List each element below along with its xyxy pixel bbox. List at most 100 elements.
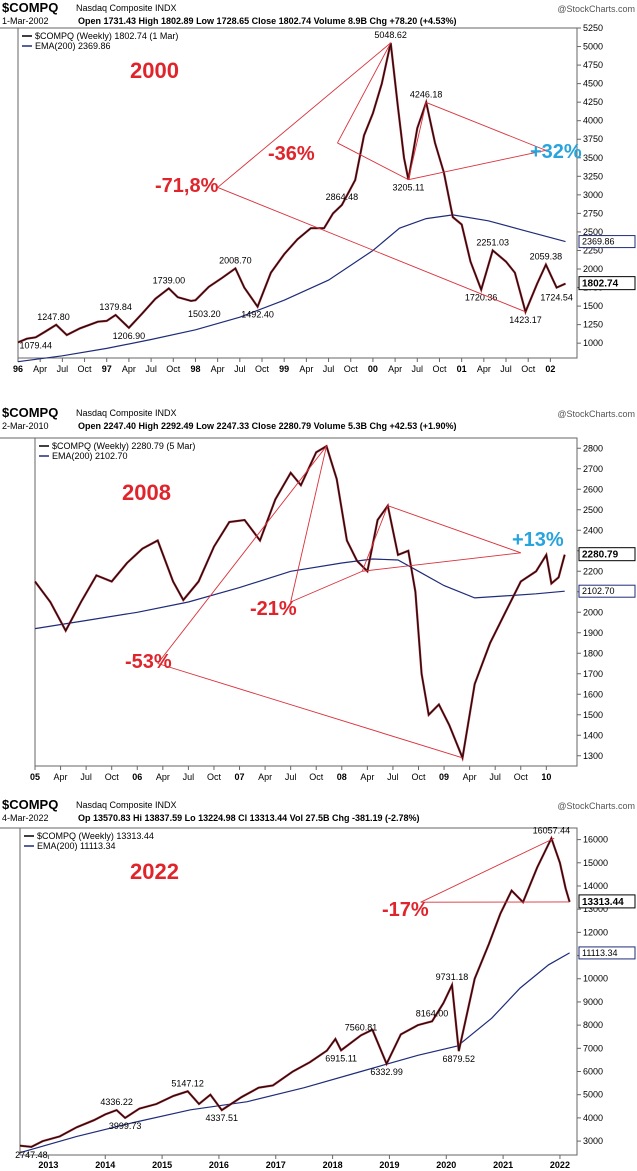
x-tick-label: Jul [412, 364, 424, 374]
chart-ohlc: Op 13570.83 Hi 13837.59 Lo 13224.98 Cl 1… [78, 813, 420, 823]
chart-legend: $COMPQ (Weekly) 1802.74 (1 Mar)EMA(200) … [22, 31, 178, 51]
percent-change-annotation: +13% [512, 529, 564, 551]
x-tick-label: 2017 [266, 1160, 286, 1170]
price-point-label: 2864.48 [326, 192, 359, 202]
y-tick-label: 13000 [583, 904, 608, 914]
x-tick-label: Jul [489, 772, 501, 782]
chart-watermark: @StockCharts.com [557, 409, 635, 419]
trend-annotation-line [361, 505, 389, 572]
last-price-tag-box [578, 547, 636, 562]
era-label: 2022 [130, 859, 179, 884]
chart-watermark: @StockCharts.com [557, 801, 635, 811]
y-tick-label: 2750 [583, 208, 603, 218]
trend-annotation-line [362, 552, 521, 572]
price-point-label: 4246.18 [410, 89, 443, 99]
y-tick-label: 6000 [583, 1067, 603, 1077]
x-tick-label: 09 [439, 772, 449, 782]
y-tick-label: 2800 [583, 443, 603, 453]
x-tick-label: Jul [183, 772, 195, 782]
ema-value-tag-box [578, 235, 636, 249]
ema-value-tag-box [578, 584, 636, 598]
x-tick-label: 98 [190, 364, 200, 374]
price-point-label: 1503.20 [188, 309, 221, 319]
trend-annotation-line [157, 445, 327, 664]
era-label: 2008 [122, 480, 171, 505]
x-tick-label: 2021 [493, 1160, 513, 1170]
price-point-label: 1720.36 [465, 293, 498, 303]
x-tick-label: 96 [13, 364, 23, 374]
y-tick-label: 2400 [583, 525, 603, 535]
chart-watermark: @StockCharts.com [557, 4, 635, 14]
price-point-label: 9731.18 [436, 972, 469, 982]
price-point-label: 3999.73 [109, 1121, 142, 1131]
price-point-label: 6879.52 [443, 1054, 476, 1064]
x-tick-label: 2019 [379, 1160, 399, 1170]
y-tick-label: 8000 [583, 1020, 603, 1030]
y-tick-label: 1250 [583, 320, 603, 330]
price-point-label: 3205.11 [392, 183, 424, 193]
x-tick-label: 2015 [152, 1160, 172, 1170]
y-tick-label: 2200 [583, 566, 603, 576]
y-tick-label: 16000 [583, 835, 608, 845]
x-tick-label: Apr [211, 364, 225, 374]
y-tick-label: 14000 [583, 881, 608, 891]
y-tick-label: 7000 [583, 1043, 603, 1053]
y-tick-label: 4000 [583, 116, 603, 126]
y-tick-label: 3000 [583, 190, 603, 200]
x-tick-label: Apr [360, 772, 374, 782]
last-price-tag: 1802.74 [578, 276, 636, 291]
last-price-tag-box [578, 894, 636, 909]
x-tick-label: 07 [235, 772, 245, 782]
ema-line [17, 214, 566, 363]
x-tick-label: 2014 [95, 1160, 115, 1170]
x-tick-label: 2013 [38, 1160, 58, 1170]
x-tick-label: Jul [145, 364, 157, 374]
trend-annotation-line [337, 42, 392, 144]
ema-line [19, 952, 570, 1154]
y-tick-label: 9000 [583, 997, 603, 1007]
x-tick-label: 05 [30, 772, 40, 782]
x-tick-label: Apr [258, 772, 272, 782]
y-tick-label: 4750 [583, 60, 603, 70]
x-tick-label: 2016 [209, 1160, 229, 1170]
percent-change-annotation: +32% [530, 141, 582, 163]
legend-ema-label: EMA(200) 2369.86 [35, 41, 111, 51]
y-tick-label: 1700 [583, 669, 603, 679]
legend-ema-label: EMA(200) 2102.70 [52, 451, 128, 461]
plot-area [34, 437, 578, 767]
y-tick-label: 1600 [583, 689, 603, 699]
last-price-tag: 13313.44 [578, 894, 636, 909]
price-point-label: 4336.22 [100, 1097, 133, 1107]
price-line [17, 42, 566, 343]
legend-price-label: $COMPQ (Weekly) 1802.74 (1 Mar) [35, 31, 178, 41]
y-tick-label: 1900 [583, 628, 603, 638]
legend-price-label: $COMPQ (Weekly) 2280.79 (5 Mar) [52, 441, 195, 451]
chart-name: Nasdaq Composite INDX [76, 408, 177, 418]
era-label: 2000 [130, 58, 179, 83]
ema-value-tag: 2369.86 [578, 235, 636, 249]
legend-ema-label: EMA(200) 11113.34 [37, 841, 116, 851]
x-tick-label: 02 [545, 364, 555, 374]
y-tick-label: 2000 [583, 264, 603, 274]
chart-symbol: $COMPQ [2, 797, 58, 812]
last-price-tag: 2280.79 [578, 547, 636, 562]
price-point-label: 2059.38 [530, 252, 563, 262]
chart-ohlc: Open 1731.43 High 1802.89 Low 1728.65 Cl… [78, 16, 457, 26]
price-point-label: 2008.70 [219, 255, 252, 265]
x-tick-label: Apr [54, 772, 68, 782]
price-line [19, 836, 571, 1148]
price-point-label: 8164.00 [416, 1008, 449, 1018]
x-tick-label: 06 [132, 772, 142, 782]
trend-annotation-line [407, 102, 427, 180]
chart-panel-1: $COMPQ Nasdaq Composite INDX 1-Mar-2002 Ope… [0, 0, 636, 374]
x-tick-label: Apr [463, 772, 477, 782]
price-point-label: 1492.40 [241, 310, 274, 320]
ema-value-tag-box [578, 946, 636, 960]
y-tick-label: 2500 [583, 227, 603, 237]
trend-annotation-line [217, 42, 391, 188]
y-tick-label: 2000 [583, 607, 603, 617]
y-tick-label: 15000 [583, 858, 608, 868]
chart-date: 4-Mar-2022 [2, 813, 49, 823]
percent-change-annotation: -36% [268, 143, 315, 165]
y-tick-label: 5000 [583, 42, 603, 52]
